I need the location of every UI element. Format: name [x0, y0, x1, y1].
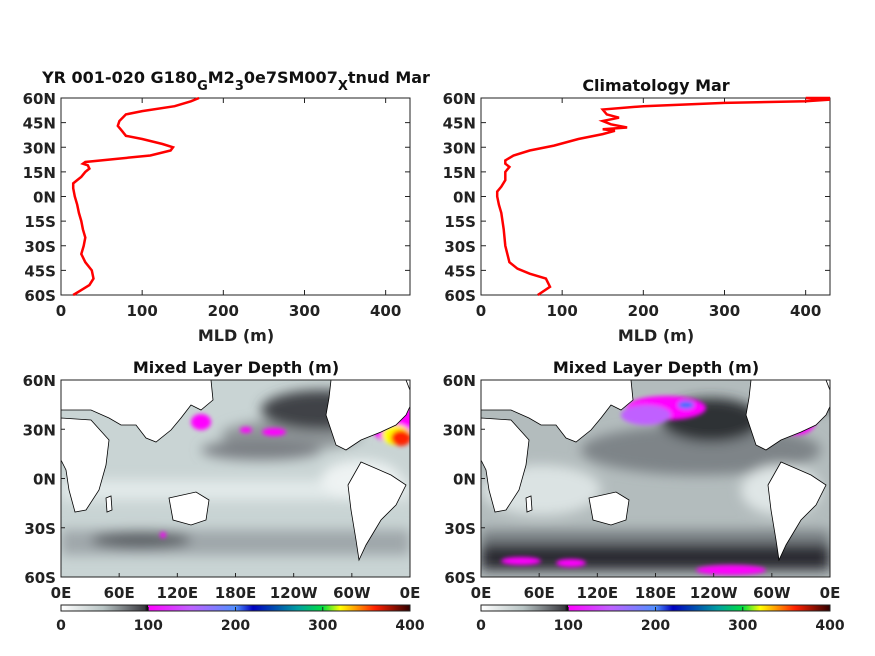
mld-field — [61, 390, 410, 555]
map-title: Mixed Layer Depth (m) — [553, 358, 759, 377]
y-tick-label: 15N — [23, 164, 56, 182]
x-tick-label: 200 — [628, 302, 659, 320]
x-tick-label: 60W — [753, 584, 791, 602]
x-tick-label: 0 — [476, 302, 486, 320]
x-tick-label: 100 — [127, 302, 158, 320]
colorbar-tick-label: 400 — [815, 618, 844, 634]
y-tick-label: 0N — [33, 471, 56, 489]
y-tick-label: 30N — [443, 421, 476, 439]
colorbar-tick-label: 300 — [308, 618, 337, 634]
colorbar-ticks: 0 100 200 300 400 — [476, 607, 845, 634]
colorbar-tick-label: 200 — [641, 618, 670, 634]
x-tick-label: 0 — [56, 302, 66, 320]
y-tick-label: 45N — [23, 115, 56, 133]
x-tick-label: 60W — [333, 584, 371, 602]
x-tick-label: 180E — [635, 584, 677, 602]
y-tick-label: 60N — [23, 90, 56, 108]
panel-title-model: YR 001-020 G180GM230e7SM007Xtnud Mar — [41, 68, 430, 94]
mld-map-climatology — [481, 380, 830, 577]
y-tick-label: 30S — [24, 238, 56, 256]
y-tick-label: 30S — [444, 238, 476, 256]
x-tick-label: 200 — [208, 302, 239, 320]
mld-map-model — [61, 380, 410, 577]
y-tick-label: 30S — [24, 520, 56, 538]
plot-frame — [480, 97, 831, 296]
series-line-model — [71, 96, 200, 297]
map-title: Mixed Layer Depth (m) — [133, 358, 339, 377]
y-tick-label: 60N — [443, 90, 476, 108]
series-line-climatology — [495, 96, 831, 297]
colorbar-tick-label: 0 — [56, 618, 66, 634]
y-tick-label: 30N — [443, 139, 476, 157]
colorbar-tick-label: 400 — [395, 618, 424, 634]
x-tick-label: 400 — [790, 302, 821, 320]
panel-title-climatology: Climatology Mar — [582, 76, 729, 95]
y-tick-label: 30S — [444, 520, 476, 538]
axis-ticks: 0 100 200 300 400 60N 45N 30N 15N 0N 15S 30S 45S 60S — [443, 90, 830, 320]
x-axis-label: MLD (m) — [198, 326, 274, 345]
y-tick-label: 0N — [453, 471, 476, 489]
y-tick-label: 60S — [444, 569, 476, 587]
x-tick-label: 300 — [709, 302, 740, 320]
y-tick-label: 60N — [443, 372, 476, 390]
x-tick-label: 60E — [104, 584, 135, 602]
axis-ticks: 0 100 200 300 400 60N 45N 30N 15N 0N 15S 30S 45S 60S — [23, 90, 410, 320]
plot-frame — [60, 97, 411, 296]
y-tick-label: 60S — [24, 287, 56, 305]
y-tick-label: 15S — [24, 213, 56, 231]
colorbar-tick-label: 100 — [134, 618, 163, 634]
mld-profile-climatology-panel: Climatology Mar 0 100 200 300 400 60N 45N 30N 15… — [443, 76, 831, 345]
x-tick-label: 100 — [547, 302, 578, 320]
x-tick-label: 60E — [524, 584, 555, 602]
y-tick-label: 60N — [23, 372, 56, 390]
x-tick-label: 300 — [289, 302, 320, 320]
mld-profile-model-panel: YR 001-020 G180GM230e7SM007Xtnud Mar 0 10… — [23, 68, 430, 345]
x-tick-label: 120W — [270, 584, 318, 602]
y-tick-label: 30N — [23, 421, 56, 439]
x-tick-label: 120W — [690, 584, 738, 602]
x-tick-label: 0E — [820, 584, 841, 602]
y-tick-label: 15S — [444, 213, 476, 231]
x-tick-label: 0E — [51, 584, 72, 602]
y-tick-label: 45N — [443, 115, 476, 133]
y-tick-label: 15N — [443, 164, 476, 182]
mld-map-climatology-panel: Mixed Layer Depth (m) — [443, 358, 845, 634]
x-axis-label: MLD (m) — [618, 326, 694, 345]
x-tick-label: 400 — [370, 302, 401, 320]
y-tick-label: 60S — [24, 569, 56, 587]
x-tick-label: 120E — [577, 584, 619, 602]
y-tick-label: 45S — [24, 262, 56, 280]
colorbar-tick-label: 300 — [728, 618, 757, 634]
colorbar-tick-label: 0 — [476, 618, 486, 634]
x-tick-label: 120E — [157, 584, 199, 602]
y-tick-label: 60S — [444, 287, 476, 305]
map-axis-ticks: 0E 60E 120E 180E 120W 60W 0E 60N 30N 0N 30S 60S — [443, 372, 841, 602]
y-tick-label: 30N — [23, 139, 56, 157]
colorbar-tick-label: 100 — [554, 618, 583, 634]
map-axis-ticks: 0E 60E 120E 180E 120W 60W 0E 60N 30N 0N 30S 60S — [23, 372, 421, 602]
x-tick-label: 180E — [215, 584, 257, 602]
colorbar-ticks: 0 100 200 300 400 — [56, 607, 425, 634]
x-tick-label: 0E — [471, 584, 492, 602]
colorbar-tick-label: 200 — [221, 618, 250, 634]
mld-map-model-panel: Mixed Layer Depth (m) — [23, 358, 425, 634]
y-tick-label: 0N — [33, 189, 56, 207]
y-tick-label: 0N — [453, 189, 476, 207]
y-tick-label: 45S — [444, 262, 476, 280]
x-tick-label: 0E — [400, 584, 421, 602]
